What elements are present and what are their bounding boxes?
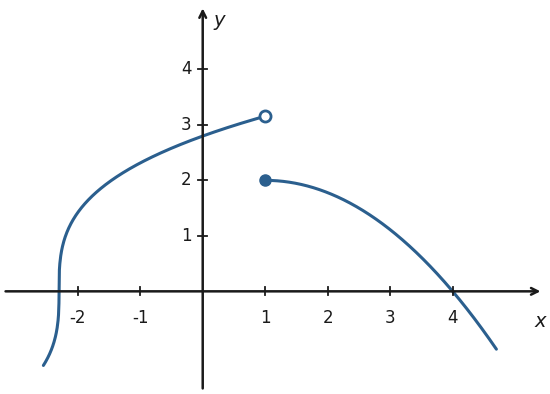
Text: x: x [535,312,546,331]
Text: 2: 2 [322,309,333,327]
Text: 4: 4 [181,60,191,78]
Text: 3: 3 [181,116,191,134]
Text: y: y [214,11,226,30]
Text: 3: 3 [385,309,395,327]
Text: 1: 1 [260,309,271,327]
Text: 4: 4 [447,309,458,327]
Text: 1: 1 [181,227,191,245]
Text: -1: -1 [132,309,148,327]
Text: 2: 2 [181,171,191,190]
Text: -2: -2 [69,309,86,327]
